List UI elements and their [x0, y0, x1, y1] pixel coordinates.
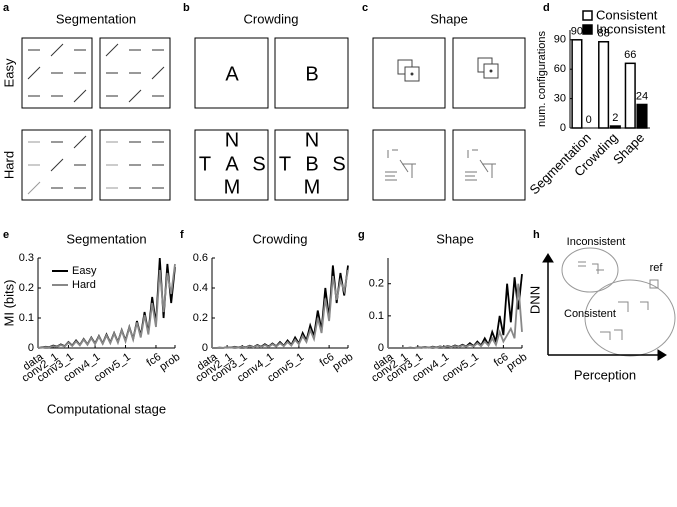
letter-stim: S	[332, 153, 345, 175]
panel-letter: d	[543, 2, 550, 14]
y-tick-label: 0.1	[19, 312, 34, 324]
legend-label: Hard	[72, 279, 96, 291]
chart-title: Segmentation	[66, 231, 146, 246]
value-label: 0	[586, 114, 592, 126]
segment	[73, 135, 87, 149]
shape-stimuli	[385, 57, 499, 181]
axis-label: Perception	[574, 367, 636, 382]
y-tick-label: 0	[560, 122, 566, 134]
segment	[105, 43, 119, 57]
stimuli-boxes	[21, 37, 526, 201]
value-label: 2	[612, 112, 618, 124]
x-tick-label: prob	[157, 351, 182, 373]
bar	[624, 62, 636, 129]
y-axis-label: num. configurations	[536, 31, 548, 127]
y-tick-label: 0.2	[193, 312, 208, 324]
row-label: Easy	[1, 58, 16, 87]
y-tick-label: 0	[28, 342, 34, 354]
segment	[73, 89, 87, 103]
letter-stim: M	[224, 176, 241, 198]
letter-stim: B	[305, 63, 318, 85]
series-line	[212, 269, 349, 349]
value-label: 66	[624, 49, 636, 61]
y-tick-label: 30	[554, 93, 566, 105]
letter-stim: N	[305, 129, 319, 151]
value-label: 24	[636, 90, 648, 102]
axis-label: DNN	[527, 286, 542, 314]
letter-stim: A	[225, 63, 239, 85]
segment	[50, 158, 64, 172]
x-tick-label: prob	[330, 351, 355, 373]
series-line	[37, 263, 176, 349]
panel-letter: b	[183, 2, 190, 14]
value-label: 90	[571, 26, 583, 38]
letter-stim: B	[305, 153, 318, 175]
panel-letter: e	[3, 229, 9, 241]
y-tick-label: 0.3	[19, 252, 34, 264]
row-label: Hard	[1, 151, 16, 179]
y-tick-label: 60	[554, 63, 566, 75]
legend-swatch	[582, 10, 593, 21]
letter-stim: S	[252, 153, 265, 175]
bar	[571, 39, 583, 129]
y-tick-label: 0	[202, 342, 208, 354]
group-label: Consistent	[564, 308, 616, 320]
y-tick-label: 0.1	[369, 310, 384, 322]
bar	[609, 125, 621, 129]
legend-swatch	[582, 24, 593, 35]
x-tick-label: prob	[504, 351, 529, 373]
segment	[27, 66, 41, 80]
value-label: 88	[597, 28, 609, 40]
panel-letter: f	[180, 229, 184, 241]
y-tick-label: 0.2	[369, 278, 384, 290]
group-label: Inconsistent	[567, 236, 626, 248]
letter-stim: T	[199, 153, 211, 175]
legend-label: Easy	[72, 265, 97, 277]
segment	[27, 181, 41, 195]
panel-letter: a	[3, 2, 10, 14]
panel-letter: c	[362, 2, 368, 14]
panel-letter: h	[533, 229, 540, 241]
y-axis-label: MI (bits)	[1, 280, 16, 327]
bar	[598, 41, 610, 129]
x-tick-label: Shape	[610, 130, 647, 167]
y-tick-label: 0	[378, 342, 384, 354]
letter-stim: M	[304, 176, 321, 198]
chart-title: Shape	[436, 231, 474, 246]
stimulus-title: Crowding	[244, 11, 299, 26]
legend-label: Inconsistent	[596, 21, 666, 36]
bar	[636, 103, 648, 129]
letter-stim: N	[225, 129, 239, 151]
stimulus-title: Segmentation	[56, 11, 136, 26]
segment	[151, 66, 165, 80]
x-axis-label: Computational stage	[47, 401, 166, 416]
ref-label: ref	[650, 262, 664, 274]
chart-title: Crowding	[253, 231, 308, 246]
y-tick-label: 0.4	[193, 282, 208, 294]
y-tick-label: 0.6	[193, 252, 208, 264]
letter-stim: A	[225, 153, 239, 175]
letter-stim: T	[279, 153, 291, 175]
stimulus-title: Shape	[430, 11, 468, 26]
diagram-shapes	[542, 247, 676, 361]
legend-label: Consistent	[596, 7, 658, 22]
panel-letter: g	[358, 229, 365, 241]
segment	[50, 43, 64, 57]
segment	[128, 89, 142, 103]
y-tick-label: 90	[554, 34, 566, 46]
y-tick-label: 0.2	[19, 282, 34, 294]
series-line	[388, 283, 523, 349]
